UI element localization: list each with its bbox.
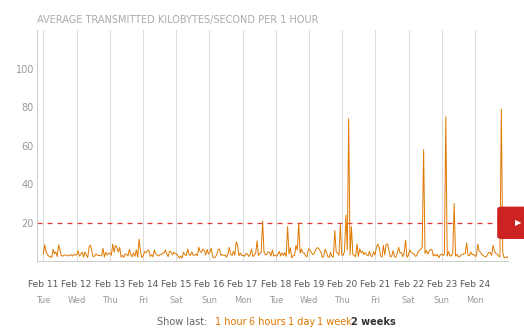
- Text: Feb 17: Feb 17: [227, 280, 258, 289]
- Text: Tue: Tue: [269, 296, 283, 305]
- Text: Feb 14: Feb 14: [128, 280, 158, 289]
- Text: Feb 11: Feb 11: [28, 280, 59, 289]
- Text: Feb 16: Feb 16: [194, 280, 225, 289]
- Text: Sat: Sat: [169, 296, 183, 305]
- Text: Sun: Sun: [434, 296, 450, 305]
- Text: Fri: Fri: [370, 296, 380, 305]
- Text: Mon: Mon: [466, 296, 484, 305]
- Text: Feb 13: Feb 13: [94, 280, 125, 289]
- Text: Fri: Fri: [138, 296, 148, 305]
- FancyBboxPatch shape: [497, 207, 524, 239]
- Text: Sat: Sat: [402, 296, 416, 305]
- Text: Feb 20: Feb 20: [327, 280, 357, 289]
- Text: Feb 15: Feb 15: [161, 280, 191, 289]
- Text: Thu: Thu: [334, 296, 350, 305]
- Text: Feb 12: Feb 12: [61, 280, 92, 289]
- Text: Feb 23: Feb 23: [427, 280, 457, 289]
- Text: 1 hour: 1 hour: [215, 317, 246, 327]
- Text: 1 day: 1 day: [288, 317, 315, 327]
- Text: Tue: Tue: [36, 296, 50, 305]
- Text: AVERAGE TRANSMITTED KILOBYTES/SECOND PER 1 HOUR: AVERAGE TRANSMITTED KILOBYTES/SECOND PER…: [37, 15, 318, 25]
- Text: Feb 22: Feb 22: [394, 280, 424, 289]
- Text: Feb 18: Feb 18: [260, 280, 291, 289]
- Text: Feb 21: Feb 21: [361, 280, 390, 289]
- Text: Show last:: Show last:: [157, 317, 208, 327]
- Text: Mon: Mon: [234, 296, 252, 305]
- Text: Feb 24: Feb 24: [460, 280, 490, 289]
- Text: Wed: Wed: [300, 296, 318, 305]
- Text: Thu: Thu: [102, 296, 117, 305]
- Text: Feb 19: Feb 19: [294, 280, 324, 289]
- Text: 2 weeks: 2 weeks: [351, 317, 396, 327]
- Text: Sun: Sun: [201, 296, 217, 305]
- Text: 6 hours: 6 hours: [249, 317, 286, 327]
- Text: ▶: ▶: [515, 218, 522, 227]
- Text: Wed: Wed: [68, 296, 86, 305]
- Text: 1 week: 1 week: [317, 317, 352, 327]
